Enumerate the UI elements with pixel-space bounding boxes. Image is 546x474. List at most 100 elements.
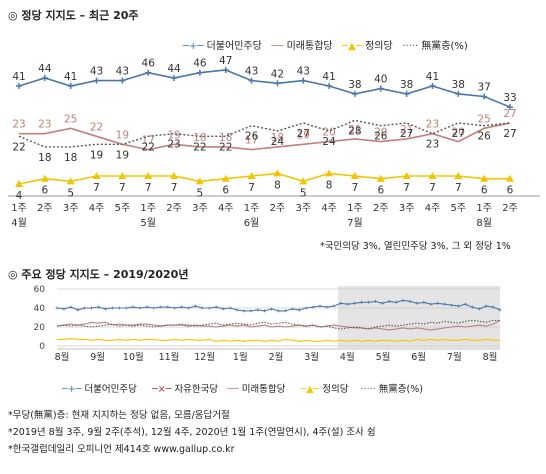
bottom-x-tick-label: 3월 [304,351,319,363]
top-data-label-justice: 8 [326,179,333,191]
top-x-tick-label: 2주 [37,203,53,214]
top-point-justice [480,174,489,182]
top-data-label-nonpartisan: 28 [348,125,361,137]
top-x-tick-label: 1주 [476,203,492,214]
top-data-label-justice: 7 [93,182,100,194]
top-data-label-democratic: 46 [193,58,207,70]
top-month-label: 8월 [476,217,492,229]
top-data-label-unified: 18 [271,132,284,144]
top-data-label-nonpartisan: 19 [90,149,103,161]
top-data-label-nonpartisan: 24 [271,136,285,148]
bottom-x-tick-label: 2월 [269,351,284,363]
top-data-label-democratic: 38 [348,79,361,91]
top-point-justice [299,177,308,185]
top-data-label-democratic: 43 [116,66,129,78]
top-data-label-justice: 6 [377,185,384,197]
top-data-label-unified: 25 [477,113,490,125]
top-series-line-unified [19,122,511,151]
top-data-label-nonpartisan: 22 [219,141,232,153]
top-footnote: *국민의당 3%, 열린민주당 3%, 그 외 정당 1% [320,241,511,252]
bottom-x-tick-label: 4월 [340,351,355,363]
top-data-label-unified: 22 [90,121,103,133]
bottom-note-1: *무당(無黨)층: 현재 지지하는 정당 없음, 모름/응답거절 [8,410,230,421]
top-data-label-justice: 4 [16,190,23,202]
top-x-tick-label: 1주 [140,203,156,214]
top-x-tick-label: 2주 [373,203,389,214]
top-data-label-justice: 6 [507,185,514,197]
top-data-label-justice: 7 [171,182,178,194]
bottom-x-tick-label: 12월 [194,351,215,363]
top-chart-title: ◎ 정당 지지도 – 최근 20주 [8,9,139,22]
top-data-label-justice: 6 [41,185,48,197]
top-data-label-nonpartisan: 27 [452,128,465,140]
legend-unified: ── 미래통합당 [271,41,333,52]
top-point-justice [247,172,256,180]
top-data-label-unified: 20 [452,127,465,139]
top-data-label-democratic: 38 [400,79,413,91]
bottom-y-tick-label: 40 [34,304,46,314]
top-point-justice [221,174,230,182]
bottom-series-line-justice [57,337,500,342]
bottom-note-3: *한국갤럽데일리 오피니언 제414호 www.gallup.co.kr [8,444,235,455]
top-data-label-democratic: 37 [477,82,490,94]
bottom-x-tick-label: 8월 [483,351,498,363]
top-point-justice [118,172,127,180]
top-point-justice [376,174,385,182]
top-x-tick-label: 4주 [425,203,441,214]
top-month-label: 6월 [244,217,260,229]
top-point-justice [428,172,437,180]
top-data-label-justice: 7 [352,182,359,194]
top-x-tick-label: 4주 [218,203,234,214]
top-data-label-nonpartisan: 23 [167,139,180,151]
top-data-label-unified: 25 [64,113,77,125]
top-data-label-unified: 19 [116,129,129,141]
top-point-justice [66,177,75,185]
top-series-line-nonpartisan [18,119,511,148]
top-series-line-justice [18,172,510,185]
top-data-label-justice: 7 [145,182,152,194]
top-data-label-democratic: 41 [426,71,439,83]
top-x-tick-label: 3주 [192,203,208,214]
top-data-label-nonpartisan: 18 [64,152,77,164]
bottom-note-2: *2019년 8월 3주, 9월 2주(추석), 12월 4주, 2020년 1… [8,427,376,438]
top-x-tick-label: 3주 [399,203,415,214]
top-data-label-democratic: 33 [503,92,516,104]
top-data-label-democratic: 46 [142,58,156,70]
top-legend: ─+─ 더불어민주당 ── 미래통합당 ─▲─ 정의당 ····· 無黨층(%) [183,37,468,52]
bottom-x-tick-label: 9월 [90,351,105,363]
bottom-y-tick-label: 60 [34,285,46,295]
top-x-tick-label: 1주 [11,203,27,214]
top-data-label-justice: 6 [481,185,488,197]
top-data-label-democratic: 43 [297,66,310,78]
top-data-label-nonpartisan: 22 [12,141,25,153]
top-x-tick-label: 5주 [451,203,467,214]
top-data-label-nonpartisan: 22 [142,141,155,153]
bottom-x-tick-label: 5월 [376,351,391,363]
top-data-label-unified: 18 [219,132,232,144]
top-x-tick-label: 2주 [270,203,286,214]
top-data-label-justice: 7 [429,182,436,194]
top-data-label-democratic: 41 [322,71,335,83]
legend-unified-2: ── 미래통합당 [227,384,286,395]
top-data-label-justice: 5 [67,187,74,199]
top-x-tick-label: 2주 [166,203,182,214]
top-data-label-democratic: 41 [12,71,25,83]
top-data-label-nonpartisan: 26 [245,131,259,143]
top-data-label-justice: 7 [248,182,255,194]
legend-justice-2: ─▲─ 정의당 [300,384,349,395]
top-x-tick-label: 4주 [321,203,337,214]
top-data-label-democratic: 40 [374,74,387,86]
top-data-label-justice: 7 [455,182,462,194]
top-data-label-unified: 27 [503,108,516,120]
top-data-label-justice: 7 [119,182,126,194]
top-x-tick-label: 3주 [63,203,79,214]
top-data-label-justice: 7 [403,182,410,194]
top-data-label-nonpartisan: 27 [297,128,310,140]
top-data-label-unified: 18 [193,132,206,144]
top-data-label-nonpartisan: 23 [426,139,439,151]
top-x-tick-label: 3주 [295,203,311,214]
legend-democratic: ─+─ 더불어민주당 [183,41,262,52]
top-data-label-justice: 5 [300,187,307,199]
top-data-label-nonpartisan: 26 [477,131,491,143]
